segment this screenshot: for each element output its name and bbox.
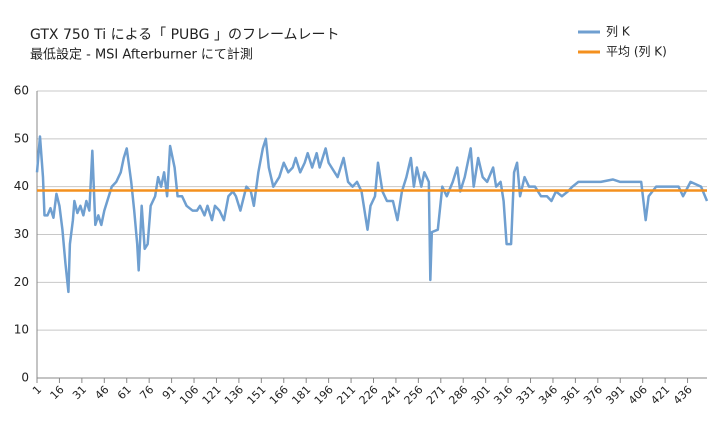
y-tick-label: 40 [14,179,29,193]
x-tick-label: 1 [30,383,44,397]
x-tick-label: 166 [267,383,291,407]
x-tick-label: 211 [334,383,358,407]
series-line [35,135,709,294]
legend-label: 平均 (列 K) [606,45,667,59]
y-tick-label: 20 [14,275,29,289]
chart-title: GTX 750 Ti による「 PUBG 」のフレームレート [30,27,340,43]
x-tick-label: 406 [626,383,650,407]
x-tick-label: 301 [469,383,493,407]
x-tick-label: 91 [160,383,179,402]
x-tick-label: 151 [245,383,269,407]
x-tick-label: 46 [92,383,111,402]
x-tick-label: 226 [357,383,381,407]
x-tick-label: 316 [491,383,515,407]
y-tick-label: 10 [14,323,29,337]
x-tick-label: 136 [222,383,246,407]
chart-subtitle: 最低設定 - MSI Afterburner にて計測 [30,47,253,63]
y-tick-label: 50 [14,131,29,145]
x-tick-label: 121 [200,383,224,407]
y-tick-label: 0 [21,371,29,385]
x-tick-label: 196 [312,383,336,407]
x-tick-label: 181 [289,383,313,407]
x-tick-label: 16 [48,383,67,402]
x-tick-label: 361 [559,383,583,407]
x-tick-label: 421 [648,383,672,407]
x-tick-label: 331 [514,383,538,407]
y-tick-label: 60 [14,84,29,98]
y-tick-label: 30 [14,227,29,241]
x-tick-label: 376 [581,383,605,407]
x-tick-label: 436 [671,383,695,407]
x-tick-label: 61 [115,383,134,402]
x-tick-label: 271 [424,383,448,407]
x-tick-label: 241 [379,383,403,407]
x-tick-label: 76 [137,383,156,402]
x-tick-label: 106 [177,383,201,407]
x-tick-label: 346 [536,383,560,407]
x-tick-label: 256 [402,383,426,407]
x-tick-label: 31 [70,383,89,402]
x-tick-label: 391 [603,383,627,407]
legend-label: 列 K [606,25,631,39]
x-tick-label: 286 [446,383,470,407]
